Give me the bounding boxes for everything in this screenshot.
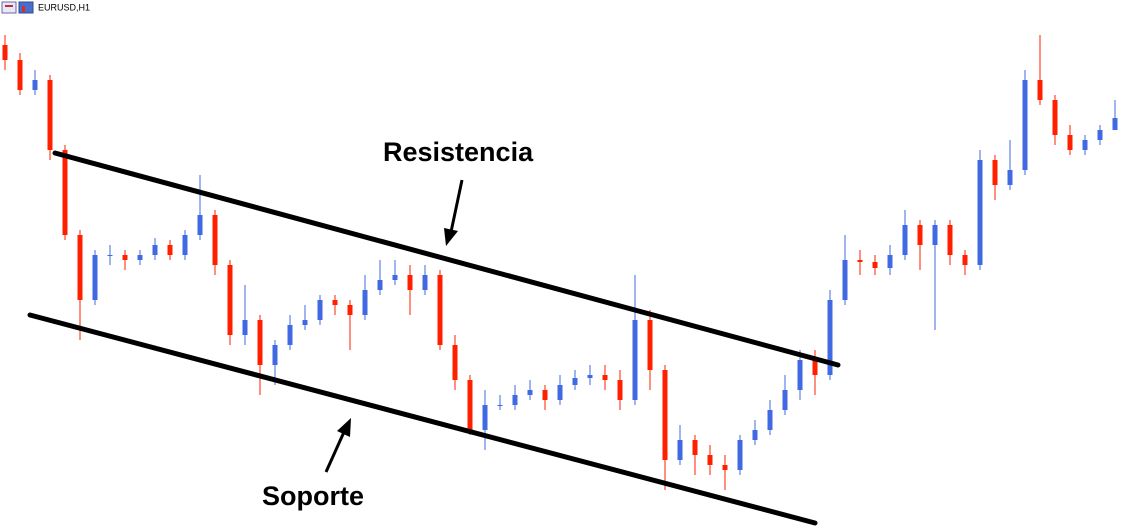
candle-body <box>467 380 473 430</box>
candle-body <box>122 255 128 260</box>
candle-body <box>62 150 68 235</box>
candle-body <box>617 380 623 400</box>
candle-body <box>752 430 758 440</box>
candle-body <box>182 235 188 255</box>
candle-body <box>707 455 713 465</box>
annotation: Resistencia <box>383 137 534 167</box>
candle-body <box>242 320 248 335</box>
candle-body <box>797 360 803 390</box>
candle-body <box>1097 130 1103 140</box>
candle-body <box>437 275 443 345</box>
candle-body <box>377 280 383 290</box>
arrow <box>449 179 464 233</box>
candle-body <box>212 215 218 265</box>
candle-body <box>257 320 263 365</box>
candle-body <box>347 305 353 315</box>
candle-body <box>662 370 668 460</box>
candle-body <box>1007 170 1013 185</box>
candle-body <box>197 215 203 235</box>
candle-body <box>602 375 608 380</box>
candle-body <box>317 300 323 320</box>
trend-lines <box>27 150 841 526</box>
candle-body <box>167 245 173 255</box>
candle-body <box>572 378 578 385</box>
candle-body <box>1052 100 1058 135</box>
candle-body <box>392 275 398 280</box>
candles <box>2 35 1118 490</box>
candle-body <box>1037 80 1043 100</box>
candle-body <box>737 440 743 470</box>
chart-title: EURUSD,H1 <box>38 2 90 12</box>
candle-body <box>1112 118 1118 130</box>
candle-body <box>842 260 848 300</box>
candle-body <box>902 225 908 255</box>
annotation: Soporte <box>262 481 364 511</box>
arrows <box>324 179 464 473</box>
candle-body <box>632 320 638 400</box>
candle-body <box>407 275 413 290</box>
candle-body <box>992 160 998 185</box>
candle-body <box>782 390 788 410</box>
icon <box>1 1 17 14</box>
candle-body <box>17 60 23 90</box>
candle-body <box>2 45 8 60</box>
candle-body <box>152 245 158 255</box>
candle-body <box>1067 135 1073 150</box>
candle-body <box>527 390 533 395</box>
support-line <box>27 312 818 526</box>
candle-body <box>32 80 38 90</box>
candle-body <box>287 325 293 345</box>
candle-body <box>692 440 698 455</box>
candle-body <box>92 255 98 300</box>
candle-body <box>332 300 338 305</box>
icon <box>22 6 25 12</box>
candle-body <box>452 345 458 380</box>
candle-body <box>677 440 683 460</box>
candle-body <box>767 410 773 430</box>
candle-body <box>272 345 278 365</box>
icon <box>18 1 34 14</box>
candle-body <box>962 255 968 265</box>
candle-body <box>947 225 953 255</box>
candle-body <box>542 390 548 400</box>
window-icons <box>1 1 34 14</box>
candle-body <box>302 320 308 325</box>
candle-body <box>812 360 818 375</box>
candle-body <box>1022 80 1028 170</box>
candle-body <box>977 160 983 265</box>
candle-body <box>917 225 923 245</box>
arrow-head <box>337 418 351 437</box>
candle-body <box>137 255 143 260</box>
candle-body <box>497 405 503 406</box>
candle-body <box>107 255 113 256</box>
arrow-head <box>444 228 458 246</box>
arrow <box>324 431 346 473</box>
candle-body <box>557 385 563 400</box>
candle-body <box>362 290 368 315</box>
candle-body <box>512 395 518 405</box>
candle-body <box>422 275 428 290</box>
candle-body <box>227 265 233 335</box>
candle-body <box>722 465 728 470</box>
candle-body <box>647 320 653 370</box>
resistance-line <box>52 150 841 368</box>
icon <box>5 5 13 7</box>
candle-body <box>47 80 53 150</box>
candle-body <box>872 262 878 268</box>
candle-body <box>887 255 893 268</box>
candle-body <box>827 300 833 375</box>
candle-body <box>932 225 938 245</box>
candle-body <box>587 375 593 378</box>
candle-body <box>857 260 863 262</box>
candle-body <box>1082 140 1088 150</box>
candle-body <box>482 405 488 430</box>
candle-body <box>77 235 83 300</box>
